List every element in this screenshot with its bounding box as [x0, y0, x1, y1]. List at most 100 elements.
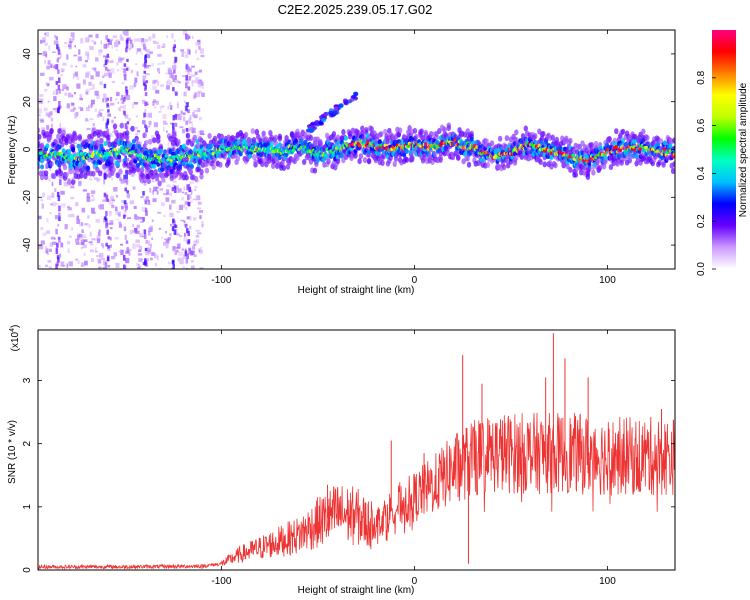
heatmap-halo-cell [280, 159, 285, 166]
heatmap-branch-cell [338, 103, 344, 108]
heatmap-noise-cell [59, 174, 64, 179]
heatmap-noise-cell [163, 238, 168, 241]
heatmap-core-cell [672, 152, 675, 157]
heatmap-noise-cell [55, 107, 59, 113]
heatmap-streak-cell [172, 115, 175, 121]
heatmap-noise-cell [56, 60, 59, 63]
heatmap-halo-cell [147, 138, 153, 145]
heatmap-streak-cell [186, 228, 189, 234]
heatmap-noise-cell [136, 262, 139, 266]
heatmap-streak-cell [185, 105, 188, 112]
heatmap-band-cell [190, 163, 195, 169]
heatmap-streak-cell [55, 248, 59, 255]
heatmap-noise-cell [161, 178, 166, 183]
heatmap-noise-cell [89, 177, 93, 181]
heatmap-noise-cell [129, 39, 133, 44]
heatmap-noise-cell [198, 69, 202, 73]
heatmap-halo-cell [135, 166, 141, 173]
heatmap-noise-cell [115, 262, 120, 268]
heatmap-noise-cell [181, 196, 185, 201]
heatmap-noise-cell [191, 80, 196, 84]
heatmap-streak-cell [144, 84, 147, 90]
heatmap-noise-cell [132, 243, 136, 249]
heatmap-halo-cell [273, 134, 279, 141]
heatmap-noise-cell [85, 117, 88, 121]
heatmap-halo-cell [65, 134, 70, 141]
heatmap-halo-cell [38, 133, 42, 140]
heatmap-streak-cell [124, 155, 127, 161]
heatmap-noise-cell [38, 215, 42, 220]
heatmap-noise-cell [93, 41, 97, 45]
heatmap-noise-cell [84, 223, 89, 226]
heatmap-noise-cell [192, 245, 196, 250]
heatmap-noise-cell [195, 235, 200, 238]
heatmap-band-cell [631, 138, 636, 144]
heatmap-core-cell [334, 146, 339, 151]
snr-y-ticks: 0 1 2 3 [22, 377, 675, 573]
heatmap-band-cell [404, 148, 409, 154]
spectrogram-x-tick-label: 100 [599, 275, 616, 286]
heatmap-noise-cell [57, 57, 61, 60]
heatmap-noise-cell [49, 212, 52, 215]
heatmap-noise-cell [113, 128, 116, 132]
heatmap-streak-cell [126, 247, 129, 253]
heatmap-halo-cell [61, 129, 66, 136]
heatmap-noise-cell [49, 242, 54, 247]
heatmap-noise-cell [196, 40, 201, 43]
heatmap-noise-cell [191, 65, 195, 68]
heatmap-halo-cell [156, 133, 161, 140]
heatmap-noise-cell [174, 79, 179, 83]
heatmap-noise-cell [111, 119, 114, 124]
heatmap-noise-cell [85, 90, 89, 95]
heatmap-noise-cell [39, 98, 44, 104]
heatmap-halo-cell [326, 158, 331, 165]
heatmap-streak-cell [187, 109, 190, 114]
heatmap-streak-cell [184, 250, 188, 257]
heatmap-halo-cell [110, 156, 115, 163]
heatmap-streak-cell [144, 124, 147, 129]
heatmap-noise-cell [141, 235, 146, 238]
heatmap-noise-cell [87, 71, 91, 76]
heatmap-noise-cell [129, 43, 133, 49]
heatmap-noise-cell [92, 197, 95, 202]
snr-y-tick-label: 3 [22, 377, 33, 383]
heatmap-noise-cell [177, 113, 181, 117]
heatmap-noise-cell [201, 92, 205, 97]
heatmap-noise-cell [73, 92, 77, 95]
heatmap-noise-cell [176, 185, 179, 190]
heatmap-noise-cell [97, 178, 101, 182]
heatmap-streak-cell [104, 59, 108, 66]
heatmap-noise-cell [153, 106, 157, 109]
heatmap-noise-cell [198, 45, 201, 50]
heatmap-streak-cell [172, 78, 176, 83]
heatmap-streak-cell [124, 178, 127, 184]
heatmap-noise-cell [64, 92, 68, 96]
heatmap-band-cell [67, 148, 72, 154]
heatmap-noise-cell [60, 68, 65, 72]
heatmap-streak-cell [174, 91, 178, 95]
heatmap-halo-cell [77, 134, 83, 141]
heatmap-core-cell [107, 152, 112, 157]
heatmap-halo-cell [591, 169, 596, 176]
heatmap-noise-cell [85, 88, 90, 93]
heatmap-noise-cell [176, 103, 179, 109]
heatmap-noise-cell [152, 85, 157, 91]
heatmap-noise-cell [132, 224, 135, 228]
heatmap-band-cell [248, 153, 253, 159]
heatmap-halo-cell [112, 123, 118, 130]
heatmap-band-cell [303, 139, 308, 145]
heatmap-noise-cell [170, 105, 173, 110]
heatmap-streak-cell [186, 253, 189, 259]
heatmap-noise-cell [109, 227, 113, 230]
heatmap-core-cell [113, 147, 117, 152]
heatmap-noise-cell [192, 111, 195, 117]
heatmap-noise-cell [75, 258, 78, 261]
heatmap-noise-cell [136, 130, 141, 133]
heatmap-halo-cell [485, 161, 491, 168]
heatmap-noise-cell [141, 206, 146, 212]
heatmap-noise-cell [144, 258, 150, 262]
heatmap-noise-cell [74, 45, 76, 48]
heatmap-streak-cell [125, 39, 129, 46]
heatmap-halo-cell [79, 172, 84, 179]
heatmap-streak-cell [171, 226, 175, 232]
